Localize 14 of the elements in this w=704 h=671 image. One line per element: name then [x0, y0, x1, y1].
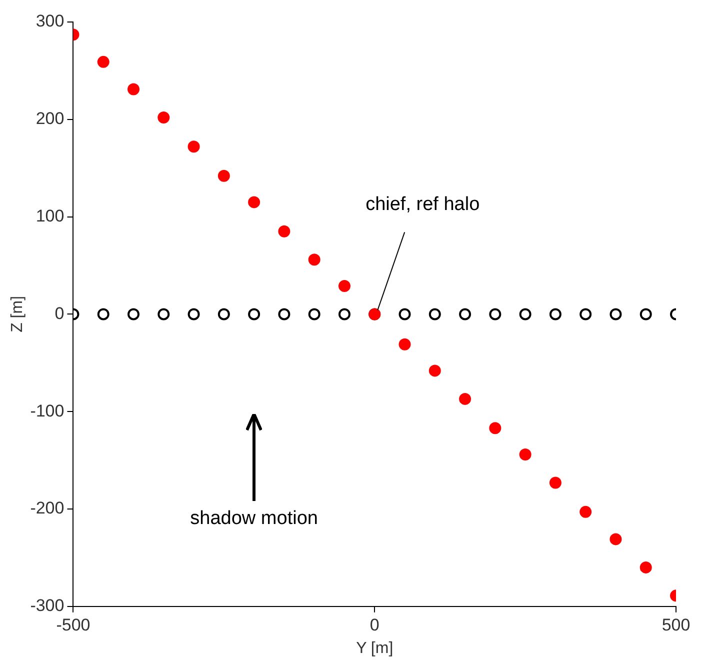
- y-tick-label: 100: [36, 206, 64, 226]
- y-tick-label: -100: [30, 401, 64, 420]
- x-tick-label: 500: [662, 615, 690, 634]
- y-tick-label: -200: [30, 498, 64, 518]
- x-axis-title: Y [m]: [356, 640, 394, 657]
- y-tick-label: 200: [36, 109, 64, 128]
- annotation: shadow motion: [190, 508, 318, 529]
- x-tick-label: 0: [370, 615, 380, 634]
- y-axis-title: Z [m]: [9, 296, 26, 332]
- y-tick-label: 300: [36, 12, 64, 31]
- y-tick-label: -300: [30, 596, 64, 616]
- x-tick-label: -500: [56, 615, 90, 634]
- y-tick-label: 0: [54, 304, 64, 323]
- annotation: chief, ref halo: [366, 194, 480, 215]
